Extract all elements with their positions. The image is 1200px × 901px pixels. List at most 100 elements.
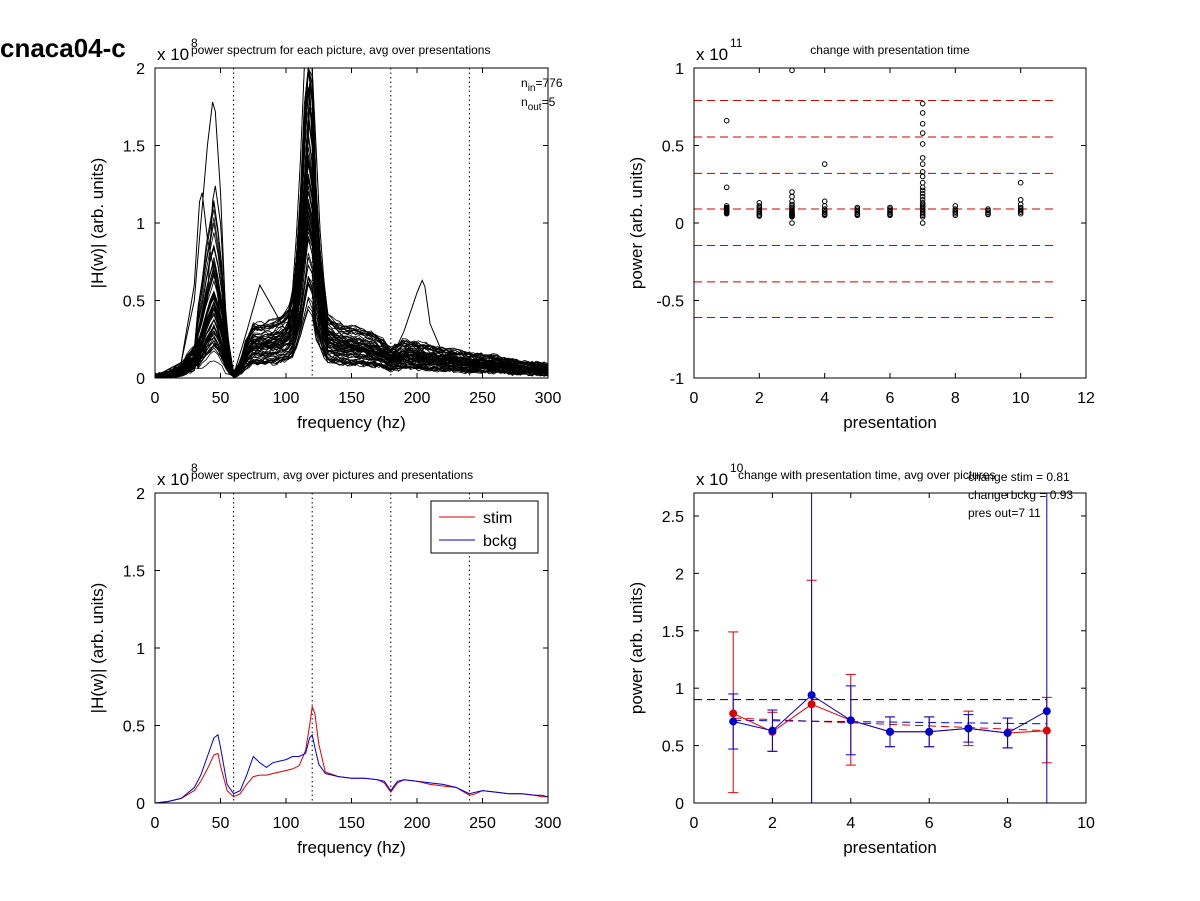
spectrum-line — [154, 83, 549, 377]
x-tick-label: 100 — [273, 815, 300, 832]
chart-title: power spectrum for each picture, avg ove… — [191, 43, 490, 57]
spectrum-line — [154, 281, 549, 378]
plot-area — [694, 493, 1052, 803]
data-point-bckg — [768, 726, 777, 735]
scatter-point — [821, 212, 828, 219]
scatter-point — [919, 193, 926, 200]
x-tick-label: 200 — [404, 815, 431, 832]
spectrum-line — [154, 67, 549, 378]
y-tick-label: -1 — [670, 371, 684, 388]
scatter-point — [723, 184, 730, 191]
p4-axes-box — [693, 492, 1087, 804]
data-point-bckg — [925, 727, 934, 736]
x-tick-label: 0 — [690, 390, 699, 407]
scatter-point — [789, 220, 795, 226]
spectrum-line — [154, 106, 549, 377]
x-tick-label: 300 — [535, 390, 562, 407]
data-point-stim — [807, 700, 816, 709]
scatter-point — [919, 190, 926, 197]
scatter-point — [723, 210, 730, 217]
scatter-point — [821, 198, 828, 205]
spectrum-line — [154, 117, 549, 378]
spectrum-line — [154, 67, 549, 378]
y-tick-label: 0.5 — [123, 719, 145, 736]
scatter-point — [887, 212, 893, 219]
y-axis-label: power (arb. units) — [627, 582, 646, 714]
scatter-point — [919, 161, 926, 167]
scatter-point — [952, 212, 959, 219]
x-tick-label: 4 — [846, 815, 855, 832]
y-tick-label: 1 — [675, 681, 684, 698]
chart-title: change with presentation time — [810, 43, 970, 57]
y-axis-label: |H(w)| (arb. units) — [88, 583, 107, 714]
data-point-bckg — [1003, 728, 1012, 737]
data-point-stim — [1042, 726, 1051, 735]
p4-axes: 0 2 4 6 8 10 0 0.5 1 1.5 2 2.5 presentation power (ar… — [627, 461, 1095, 857]
p2-axes-box — [693, 67, 1087, 379]
spectrum-line — [154, 163, 549, 379]
scatter-point — [919, 214, 926, 220]
x-tick-label: 2 — [768, 815, 777, 832]
data-point-stim — [729, 709, 738, 718]
scatter-point — [919, 220, 926, 226]
spectra-group — [154, 66, 549, 379]
spectrum-line — [154, 275, 549, 379]
y-tick-label: 1.5 — [123, 139, 145, 156]
scatter-point — [919, 100, 926, 107]
spectrum-line — [154, 174, 549, 377]
x-axis-label: presentation — [843, 838, 937, 857]
x-tick-label: 8 — [951, 390, 960, 407]
x-tick-label: 250 — [469, 815, 496, 832]
spectrum-line — [154, 191, 549, 379]
axis-exponent-base: x 10 — [696, 470, 728, 489]
scatter-point — [756, 213, 763, 219]
y-tick-label: 2.5 — [662, 509, 684, 526]
axis-exponent-base: x 10 — [696, 45, 728, 64]
scatter-point — [1017, 179, 1024, 186]
stat-annotation: change bckg = 0.93 — [968, 488, 1073, 502]
spectrum-line — [154, 206, 549, 378]
scatter-point — [1017, 196, 1024, 203]
axis-exponent-power: 10 — [730, 461, 744, 475]
x-tick-label: 12 — [1077, 390, 1095, 407]
p3-axes: 0 50 100 150 200 250 300 0 0.5 1 1.5 2 frequency (hz… — [88, 461, 561, 857]
scatter-point — [1017, 210, 1024, 217]
y-tick-label: 1 — [136, 216, 145, 233]
legend-label: stim — [483, 510, 512, 527]
data-point-bckg — [729, 717, 738, 726]
chart-title: power spectrum, avg over pictures and pr… — [191, 468, 473, 482]
legend-label: bckg — [483, 533, 517, 550]
y-tick-label: 1 — [136, 641, 145, 658]
spectrum-line — [154, 215, 549, 379]
x-tick-label: 150 — [338, 390, 365, 407]
axis-exponent-power: 11 — [730, 36, 743, 50]
x-tick-label: 50 — [212, 815, 230, 832]
count-annotation: nout=5 — [521, 95, 556, 113]
scatter-point — [789, 214, 795, 220]
scatter-point — [985, 211, 991, 218]
legend-box — [430, 500, 539, 554]
spectrum-line — [154, 202, 549, 379]
y-tick-label: 2 — [675, 566, 684, 583]
x-tick-label: 100 — [273, 390, 300, 407]
axis-exponent-base: x 10 — [157, 45, 189, 64]
stat-annotation: change stim = 0.81 — [968, 470, 1070, 484]
scatter-point — [919, 121, 926, 127]
x-tick-label: 50 — [212, 390, 230, 407]
x-tick-label: 6 — [925, 815, 934, 832]
y-tick-label: 0 — [675, 796, 684, 813]
scatter-point — [821, 161, 828, 167]
scatter-point — [919, 110, 926, 116]
legend: stim bckg — [430, 500, 539, 554]
scatter-point — [789, 193, 795, 200]
scatter-point — [789, 189, 795, 195]
spectrum-line — [154, 67, 549, 377]
y-tick-label: 0 — [136, 371, 145, 388]
scatter-point — [919, 187, 926, 194]
y-tick-label: 0.5 — [123, 294, 145, 311]
scatter-point — [919, 141, 926, 147]
x-axis-label: frequency (hz) — [297, 838, 406, 857]
data-point-bckg — [964, 724, 973, 733]
x-tick-label: 300 — [535, 815, 562, 832]
